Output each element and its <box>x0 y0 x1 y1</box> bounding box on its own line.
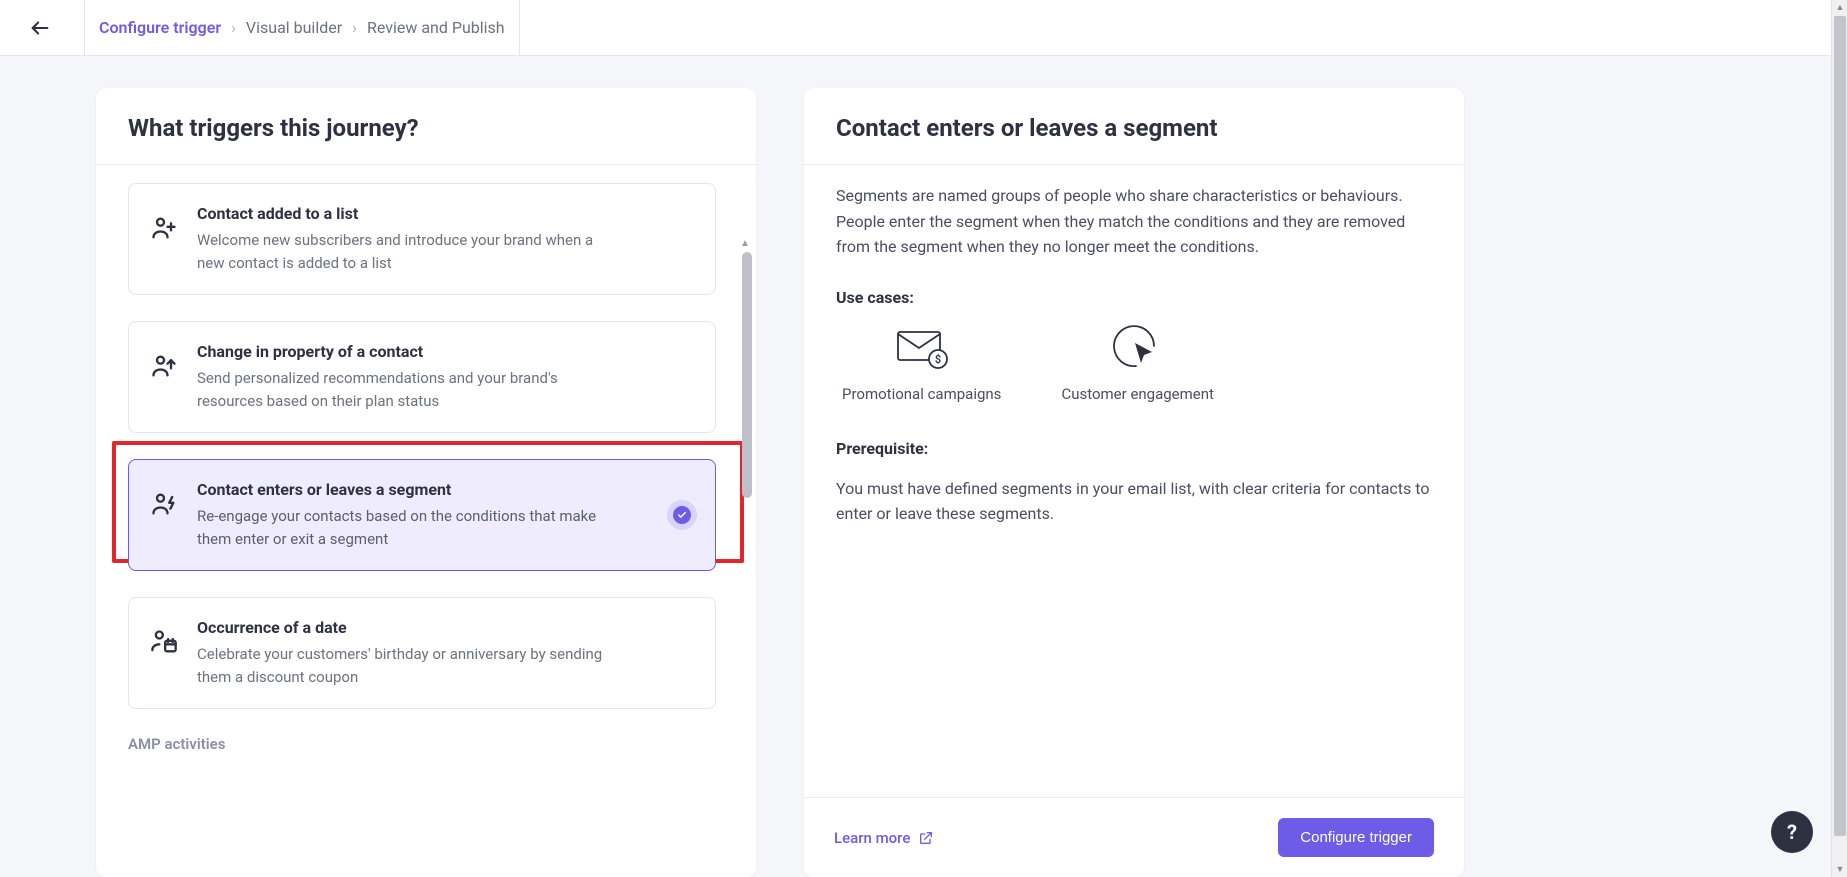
breadcrumb-step-review-publish[interactable]: Review and Publish <box>367 18 505 37</box>
use-cases: $ Promotional campaigns Customer engagem… <box>836 325 1432 403</box>
trigger-card-desc: Welcome new subscribers and introduce yo… <box>197 229 617 274</box>
scroll-arrow-up-icon[interactable]: ▲ <box>740 238 754 248</box>
learn-more-label: Learn more <box>834 829 910 847</box>
trigger-card-title: Change in property of a contact <box>197 342 617 361</box>
breadcrumb-step-visual-builder[interactable]: Visual builder <box>246 18 342 37</box>
trigger-card-title: Contact added to a list <box>197 204 617 223</box>
prerequisite-head: Prerequisite: <box>836 439 1432 458</box>
trigger-card-date[interactable]: Occurrence of a date Celebrate your cust… <box>128 597 716 709</box>
trigger-detail-panel: Contact enters or leaves a segment Segme… <box>804 88 1464 877</box>
trigger-card-contact-added[interactable]: Contact added to a list Welcome new subs… <box>128 183 716 295</box>
use-case-label: Promotional campaigns <box>842 385 1001 403</box>
trigger-card-segment[interactable]: Contact enters or leaves a segment Re-en… <box>128 459 716 571</box>
person-up-icon <box>149 342 179 412</box>
page: What triggers this journey? Contact adde… <box>0 56 1847 877</box>
breadcrumb: Configure trigger › Visual builder › Rev… <box>84 0 520 55</box>
person-calendar-icon <box>149 618 179 688</box>
back-button[interactable] <box>24 12 56 44</box>
trigger-card-title: Occurrence of a date <box>197 618 617 637</box>
learn-more-link[interactable]: Learn more <box>834 829 934 847</box>
topbar: Configure trigger › Visual builder › Rev… <box>0 0 1847 56</box>
mail-dollar-icon: $ <box>894 325 950 371</box>
trigger-card-desc: Re-engage your contacts based on the con… <box>197 505 617 550</box>
panel-title: What triggers this journey? <box>128 114 724 142</box>
selected-check-badge <box>667 500 697 530</box>
configure-trigger-button[interactable]: Configure trigger <box>1278 818 1434 857</box>
trigger-list-panel: What triggers this journey? Contact adde… <box>96 88 756 877</box>
trigger-list: Contact added to a list Welcome new subs… <box>96 165 756 877</box>
detail-description: Segments are named groups of people who … <box>836 183 1432 260</box>
chevron-right-icon: › <box>231 18 236 37</box>
trigger-card-title: Contact enters or leaves a segment <box>197 480 617 499</box>
prerequisite-text: You must have defined segments in your e… <box>836 476 1432 527</box>
use-cases-head: Use cases: <box>836 288 1432 307</box>
breadcrumb-step-configure-trigger[interactable]: Configure trigger <box>99 18 221 37</box>
panel-head: What triggers this journey? <box>96 88 756 165</box>
cursor-click-icon <box>1112 325 1164 371</box>
trigger-card-desc: Send personalized recommendations and yo… <box>197 367 617 412</box>
use-case-promotional: $ Promotional campaigns <box>842 325 1001 403</box>
detail-title: Contact enters or leaves a segment <box>836 114 1432 142</box>
scrollbar-thumb[interactable] <box>1834 16 1846 836</box>
svg-text:$: $ <box>935 353 941 366</box>
detail-footer: Learn more Configure trigger <box>804 797 1464 877</box>
use-case-label: Customer engagement <box>1061 385 1214 403</box>
window-scrollbar[interactable]: ▲ ▼ <box>1831 0 1847 877</box>
detail-body: Segments are named groups of people who … <box>804 165 1464 797</box>
person-plus-icon <box>149 204 179 274</box>
arrow-left-icon <box>29 17 51 39</box>
scroll-arrow-down-icon[interactable]: ▼ <box>1835 864 1845 875</box>
trigger-card-desc: Celebrate your customers' birthday or an… <box>197 643 617 688</box>
external-link-icon <box>918 830 934 846</box>
trigger-card-property-change[interactable]: Change in property of a contact Send per… <box>128 321 716 433</box>
check-icon <box>677 510 687 520</box>
panel-head: Contact enters or leaves a segment <box>804 88 1464 165</box>
help-button[interactable]: ? <box>1771 811 1813 853</box>
section-label-amp: AMP activities <box>128 735 716 753</box>
scrollbar-thumb[interactable] <box>742 252 752 498</box>
use-case-engagement: Customer engagement <box>1061 325 1214 403</box>
chevron-right-icon: › <box>352 18 357 37</box>
scroll-arrow-up-icon[interactable]: ▲ <box>1835 2 1845 13</box>
person-bolt-icon <box>149 480 179 550</box>
